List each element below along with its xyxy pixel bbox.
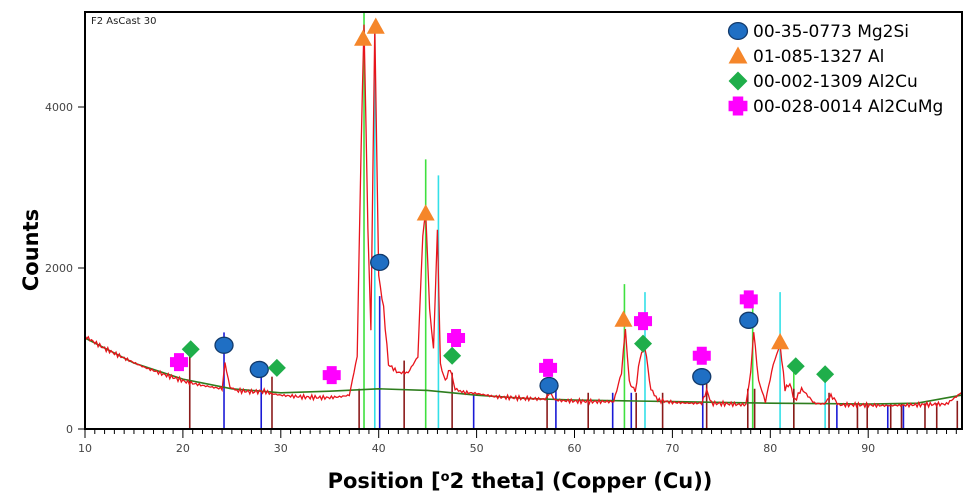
data-series [84,24,962,410]
marker-al2cumg-cross-icon [322,366,341,385]
x-tick-label: 70 [665,442,679,455]
y-tick-label: 2000 [45,262,73,275]
legend-cross-icon [728,96,748,116]
legend-label: 00-002-1309 Al2Cu [753,72,918,92]
marker-al2cu-diamond-icon [267,358,286,377]
marker-al2cu-diamond-icon [443,346,462,365]
marker-al-triangle-icon [416,204,435,221]
marker-al-triangle-icon [771,333,790,350]
x-tick-label: 30 [274,442,288,455]
x-axis-title-sup: o [441,470,450,485]
x-tick-label: 90 [861,442,875,455]
x-axis-title: Position [o2 theta] (Copper (Cu)) [328,469,713,493]
marker-al2cumg-cross-icon [692,346,711,365]
legend-circle-icon [727,21,749,41]
marker-mg2si-circle-icon [249,360,269,379]
legend-label: 00-35-0773 Mg2Si [753,22,909,42]
x-tick-label: 40 [372,442,386,455]
marker-al2cumg-cross-icon [634,312,653,331]
marker-mg2si-circle-icon [739,311,759,329]
x-axis-title-post: 2 theta] (Copper (Cu)) [450,469,713,493]
legend-label: 00-028-0014 Al2CuMg [753,97,943,117]
marker-al2cumg-cross-icon [169,353,188,372]
y-axis-title: Counts [19,209,43,291]
marker-mg2si-circle-icon [214,336,234,354]
marker-al2cu-diamond-icon [786,357,805,376]
x-tick-label: 20 [176,442,190,455]
x-tick-label: 80 [763,442,777,455]
sample-label: F2 AsCast 30 [91,16,157,27]
legend-label: 01-085-1327 Al [753,47,884,67]
x-tick-label: 60 [568,442,582,455]
legend-diamond-icon [728,71,748,91]
plot-frame [84,11,963,430]
marker-al2cu-diamond-icon [181,340,200,359]
marker-al2cumg-cross-icon [447,329,466,348]
y-tick-label: 0 [66,423,73,436]
x-axis-title-pre: Position [ [328,469,441,493]
marker-al-triangle-icon [366,17,385,34]
marker-mg2si-circle-icon [370,253,390,272]
marker-mg2si-circle-icon [539,376,559,395]
marker-al-triangle-icon [614,310,633,327]
marker-mg2si-circle-icon [692,368,712,386]
marker-al2cumg-cross-icon [739,290,758,309]
measured-pattern-line [84,24,962,410]
axes: 10 20 30 40 50 60 70 80 90 0 2000 4000 [45,11,963,455]
marker-al2cumg-cross-icon [539,358,558,377]
marker-al-triangle-icon [354,29,373,46]
legend-triangle-icon [728,46,748,64]
x-tick-label: 10 [78,442,92,455]
marker-al2cu-diamond-icon [634,334,653,353]
legend: 00-35-0773 Mg2Si 01-085-1327 Al 00-002-130… [727,21,943,117]
y-tick-label: 4000 [45,101,73,114]
marker-al2cu-diamond-icon [816,365,835,384]
x-tick-label: 50 [470,442,484,455]
phase-markers [169,17,835,395]
